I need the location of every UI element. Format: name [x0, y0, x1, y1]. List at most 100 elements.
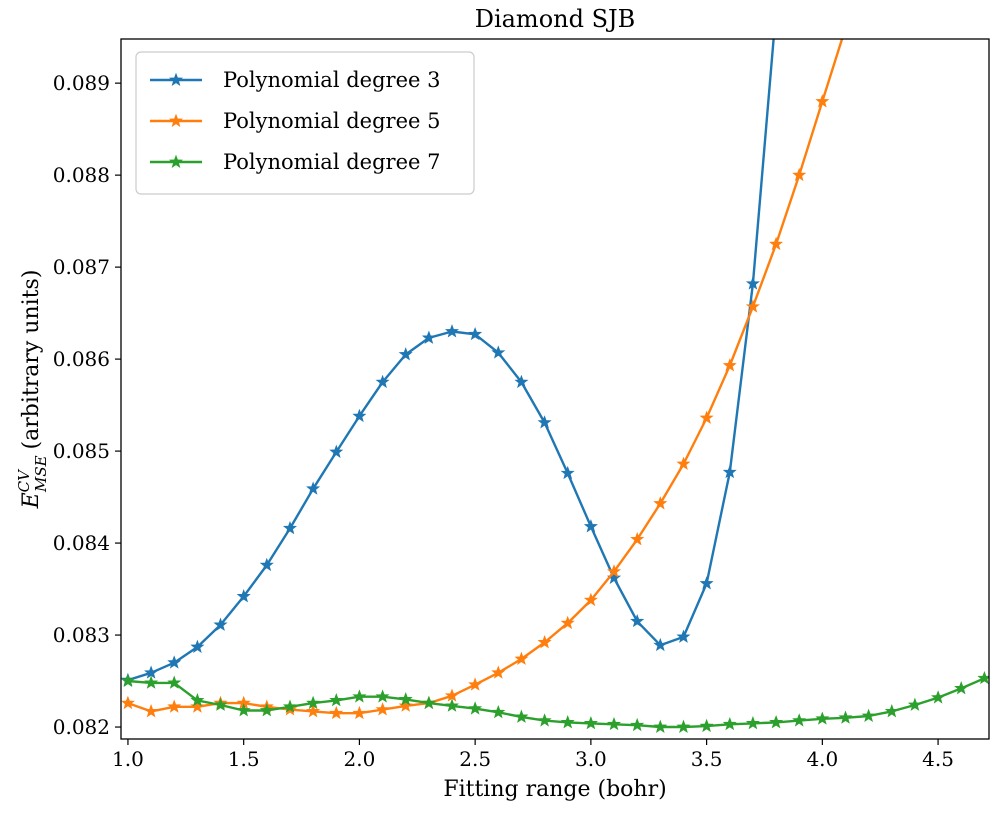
data-point	[491, 345, 506, 359]
data-point	[537, 415, 552, 429]
y-axis-label-superscript: CV	[15, 468, 33, 492]
data-point	[444, 688, 460, 702]
data-point	[676, 629, 691, 643]
data-point	[560, 715, 575, 729]
data-point	[583, 592, 598, 607]
data-point	[745, 299, 760, 313]
data-point	[121, 695, 135, 710]
plot-frame	[120, 38, 990, 740]
y-axis-label-main: E	[19, 492, 44, 509]
data-point	[769, 236, 784, 251]
chart-title: Diamond SJB	[475, 5, 636, 33]
data-point	[352, 689, 367, 703]
data-point	[583, 519, 598, 533]
data-point	[144, 704, 159, 718]
data-point	[537, 635, 552, 649]
x-tick-label: 4.0	[806, 747, 838, 771]
y-tick-label: 0.084	[53, 531, 110, 555]
legend-marker	[168, 154, 184, 169]
x-axis: 1.0 1.5 2.0 2.5 3.0 3.5 4.0 4.5	[112, 739, 954, 771]
data-point	[861, 708, 876, 723]
data-point	[792, 713, 807, 727]
data-point	[606, 564, 622, 578]
data-point	[722, 716, 737, 731]
data-point	[190, 639, 205, 654]
data-point	[745, 716, 760, 730]
data-point	[190, 693, 205, 707]
data-point	[815, 711, 830, 725]
x-tick-label: 1.5	[228, 747, 260, 771]
data-point	[537, 713, 552, 727]
y-axis-label-subscript: MSE	[32, 455, 50, 493]
data-point	[792, 167, 807, 182]
data-point	[282, 521, 298, 535]
data-point	[398, 698, 413, 712]
data-point	[144, 665, 159, 679]
data-point	[560, 615, 575, 630]
data-point	[560, 465, 575, 480]
data-point	[213, 697, 228, 711]
x-tick-label: 2.5	[459, 747, 491, 771]
data-point	[282, 699, 298, 713]
legend-label: Polynomial degree 5	[223, 109, 440, 133]
data-point	[653, 496, 668, 510]
y-tick-label: 0.087	[53, 255, 110, 279]
series-3	[121, 670, 989, 733]
y-axis-label: ECVMSE (arbitrary units)	[15, 270, 50, 510]
data-point	[352, 705, 367, 720]
data-point	[468, 326, 483, 341]
x-tick-label: 3.5	[691, 747, 723, 771]
data-point	[676, 456, 691, 470]
data-point	[699, 410, 714, 424]
data-point	[306, 704, 321, 718]
x-tick-label: 2.0	[344, 747, 376, 771]
data-point	[514, 709, 529, 723]
series-layer	[121, 39, 989, 733]
data-point	[236, 703, 251, 717]
legend: Polynomial degree 3 Polynomial degree 5 Po…	[135, 51, 475, 195]
data-point	[699, 576, 714, 590]
data-point	[329, 693, 344, 707]
data-point	[977, 670, 989, 685]
data-point	[375, 374, 390, 389]
data-point	[838, 710, 853, 724]
data-point	[121, 673, 135, 687]
y-axis: 0.082 0.083 0.084 0.085 0.086 0.087 0.088 0.089	[53, 71, 121, 739]
data-point	[954, 681, 969, 695]
data-point	[421, 330, 436, 344]
data-point	[769, 715, 784, 729]
data-point	[491, 704, 506, 719]
series-line	[127, 39, 844, 715]
data-point	[444, 324, 460, 338]
data-point	[444, 698, 460, 712]
data-point	[630, 532, 645, 546]
legend-label: Polynomial degree 3	[223, 68, 440, 92]
series-1	[121, 39, 775, 687]
y-tick-label: 0.083	[53, 623, 110, 647]
data-point	[630, 717, 645, 732]
data-point	[190, 699, 205, 713]
legend-marker	[168, 113, 184, 128]
x-tick-label: 3.0	[575, 747, 607, 771]
data-point	[630, 613, 645, 628]
data-point	[676, 719, 691, 733]
x-tick-label: 4.5	[922, 747, 954, 771]
data-point	[491, 665, 506, 679]
data-point	[514, 651, 529, 665]
legend-item-3: Polynomial degree 7	[150, 150, 440, 174]
data-point	[468, 677, 483, 691]
x-tick-label: 1.0	[112, 747, 144, 771]
data-point	[653, 719, 668, 733]
data-point	[167, 699, 182, 713]
data-point	[306, 695, 321, 710]
y-axis-label-units: (arbitrary units)	[19, 270, 44, 450]
data-point	[306, 481, 321, 495]
legend-marker	[168, 72, 184, 87]
data-point	[236, 589, 251, 603]
data-point	[375, 689, 390, 703]
y-tick-label: 0.085	[53, 439, 110, 463]
data-point	[329, 444, 344, 459]
legend-item-2: Polynomial degree 5	[150, 109, 440, 133]
data-point	[653, 637, 668, 652]
data-point	[722, 358, 737, 372]
